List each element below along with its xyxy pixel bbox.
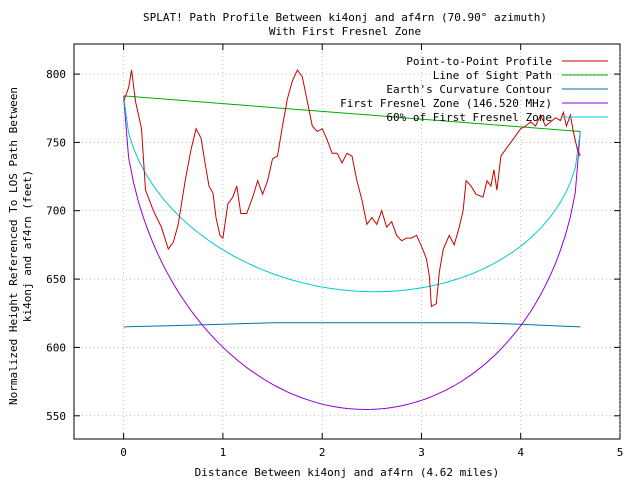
x-tick-label: 5 [617,446,624,459]
series-line-point-to-point-profile [123,69,581,308]
y-axis-label-line-2: ki4onj and af4rn (feet) [21,170,34,322]
x-tick-label: 0 [120,446,127,459]
y-tick-label: 650 [46,273,66,286]
legend-label: 60% of First Fresnel Zone [386,111,552,124]
y-tick-label: 600 [46,341,66,354]
x-tick-label: 4 [517,446,524,459]
series-line-earth-s-curvature-contour [123,322,581,328]
y-tick-label: 700 [46,205,66,218]
x-tick-label: 3 [418,446,425,459]
x-tick-label: 1 [220,446,227,459]
x-tick-label: 2 [319,446,326,459]
legend-label: First Fresnel Zone (146.520 MHz) [340,97,552,110]
y-tick-label: 800 [46,68,66,81]
legend-label: Point-to-Point Profile [406,55,552,68]
series-line-line-of-sight-path [123,95,581,132]
plot-area [73,43,621,440]
legend-label: Earth's Curvature Contour [386,83,552,96]
y-tick-label: 550 [46,410,66,423]
series-line-first-fresnel-zone-146-520-mhz [123,95,581,411]
chart-title: SPLAT! Path Profile Between ki4onj and a… [143,11,547,24]
y-tick-label: 750 [46,136,66,149]
legend-label: Line of Sight Path [433,69,552,82]
series-line-60-of-first-fresnel-zone [123,95,581,293]
chart-subtitle: With First Fresnel Zone [269,25,421,38]
y-axis-label-line-1: Normalized Height Referenced To LOS Path… [7,87,20,405]
x-axis-label: Distance Between ki4onj and af4rn (4.62 … [195,466,500,479]
